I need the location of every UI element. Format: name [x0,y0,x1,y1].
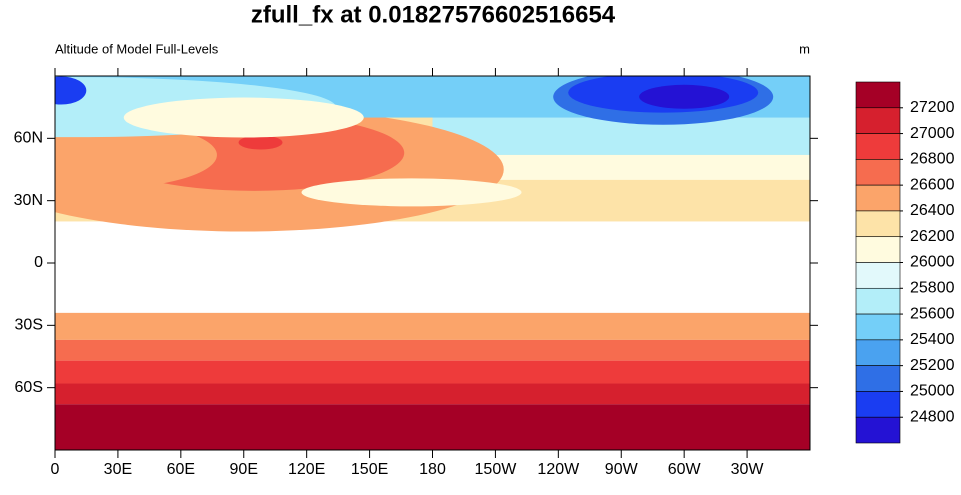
colorbar-label: 25600 [910,305,955,322]
contour-field [55,76,810,450]
lon-tick-label: 120E [288,461,325,478]
lon-tick-label: 60W [668,461,702,478]
colorbar-label: 26200 [910,228,955,245]
colorbar-box [855,210,901,238]
field-band [55,383,810,405]
colorbar-box [855,262,901,289]
lat-tick-label: 60S [15,379,43,396]
lon-tick-label: 30W [731,461,765,478]
lat-tick-label: 30N [14,192,43,209]
lon-tick-label: 180 [419,461,446,478]
field-blob [301,178,522,207]
colorbar-label: 25400 [910,331,955,348]
field-blob [639,84,730,109]
colorbar-label: 26800 [910,151,955,168]
lat-tick-label: 30S [15,317,43,334]
colorbar-label: 25000 [910,383,955,400]
colorbar-box [855,107,901,134]
title: zfull_fx at 0.01827576602516654 [251,1,616,28]
colorbar-box [855,313,901,341]
colorbar-label: 25800 [910,280,955,297]
colorbar-box [855,287,901,315]
left-string: Altitude of Model Full-Levels [55,41,219,56]
colorbar-label: 27000 [910,125,955,142]
field-blob [55,76,87,105]
lon-tick-label: 0 [51,461,60,478]
field-blob [123,97,364,138]
lon-tick-label: 150W [475,461,518,478]
colorbar-label: 24800 [910,408,955,425]
colorbar-box [855,416,901,444]
colorbar-box [855,81,901,109]
colorbar-label: 27200 [910,99,955,116]
colorbar-box [855,133,901,160]
lon-tick-label: 90W [605,461,639,478]
lon-tick-label: 150E [351,461,388,478]
field-band [55,404,810,450]
lon-tick-label: 90E [230,461,258,478]
right-string: m [799,41,810,56]
field-blob [238,135,283,150]
field-band [55,339,810,361]
colorbar-label: 25200 [910,357,955,374]
field-band [55,312,810,340]
colorbar-label: 26000 [910,254,955,271]
colorbar-box [855,159,901,186]
colorbar-label: 26600 [910,176,955,193]
colorbar-box [855,184,901,212]
lon-tick-label: 120W [537,461,580,478]
colorbar-box [855,391,901,418]
field-band [55,360,810,384]
colorbar-box [855,339,901,366]
colorbar-label: 26400 [910,202,955,219]
lon-tick-label: 30E [104,461,132,478]
lat-tick-label: 0 [34,254,43,271]
colorbar-box [855,365,901,392]
lat-tick-label: 60N [14,130,43,147]
field-blob [55,120,217,189]
colorbar-box [855,236,901,263]
lon-tick-label: 60E [167,461,195,478]
